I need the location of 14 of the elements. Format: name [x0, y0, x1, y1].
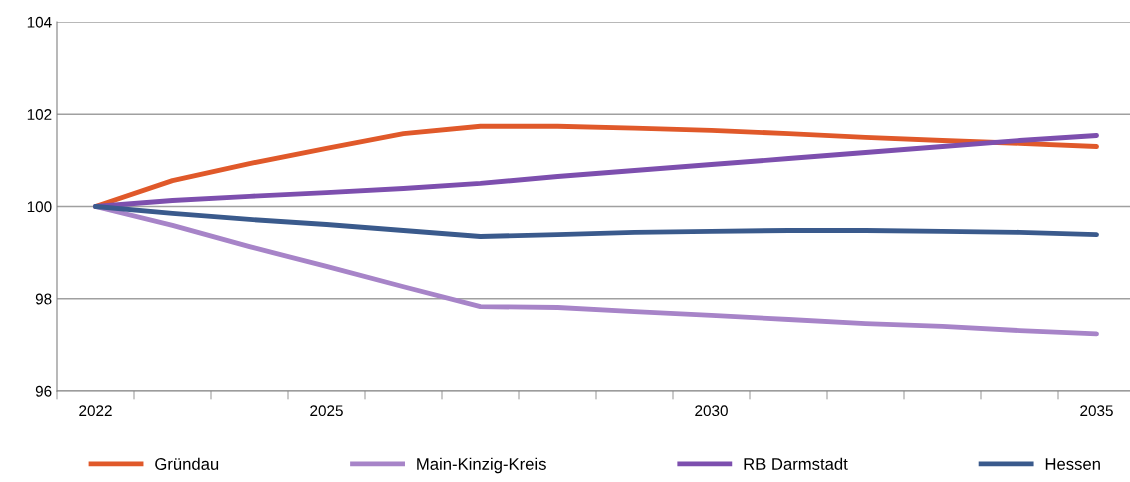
x-tick-label: 2035 — [1080, 405, 1113, 417]
line-series — [93, 204, 1099, 239]
y-tick-label: 98 — [35, 293, 52, 305]
x-tick-label: 2022 — [79, 405, 112, 417]
x-tick-label: 2030 — [695, 405, 728, 417]
x-tick-label: 2025 — [310, 405, 343, 417]
legend-label: Hessen — [1045, 458, 1100, 470]
y-tick-label: 104 — [27, 16, 52, 28]
legend-label: Main-Kinzig-Kreis — [417, 457, 546, 474]
legend-label: RB Darmstadt — [744, 457, 848, 470]
y-tick-label: 102 — [27, 109, 52, 120]
y-tick-label: 96 — [35, 385, 52, 397]
legend-label: Gründau — [155, 457, 219, 470]
y-tick-label: 100 — [27, 201, 52, 213]
